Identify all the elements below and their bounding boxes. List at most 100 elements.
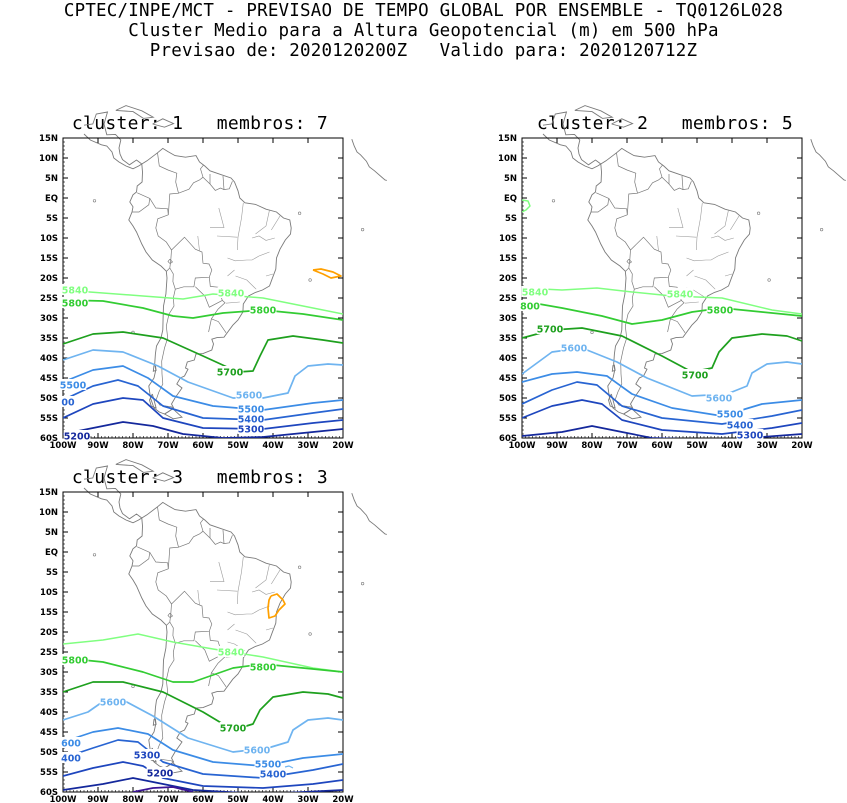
contour-label: 5840 <box>62 286 89 297</box>
contour-label: 5600 <box>561 344 588 355</box>
contour-label-bg <box>521 286 549 297</box>
state-border <box>694 275 716 290</box>
state-border <box>724 273 733 277</box>
contour-label-bg <box>59 379 87 390</box>
contour-label-bg <box>60 396 76 407</box>
state-border <box>225 301 240 304</box>
lake <box>167 258 174 265</box>
lon-label: 70W <box>616 441 638 451</box>
lat-label: 5S <box>505 214 517 224</box>
lat-label: 40S <box>40 354 58 364</box>
lat-label: 15N <box>39 488 58 498</box>
country-border <box>132 192 151 213</box>
contour-label: 5700 <box>537 325 564 336</box>
island <box>574 105 614 119</box>
state-border <box>235 275 257 290</box>
contour-line <box>522 425 802 438</box>
contour-label: 5400 <box>260 770 287 781</box>
contour-label: 400 <box>61 754 81 765</box>
state-border <box>686 269 694 277</box>
island <box>298 211 302 215</box>
contour-line <box>284 765 294 769</box>
contour-line <box>63 657 343 683</box>
contour-label-bg <box>63 430 91 441</box>
contour-label-bg <box>237 413 265 424</box>
contour-label: 5300 <box>238 425 265 436</box>
state-border <box>255 563 270 589</box>
contour-label: 5840 <box>667 290 694 301</box>
contour-label-bg <box>133 749 161 760</box>
contour-label: 5800 <box>62 656 89 667</box>
lat-label: 5S <box>46 568 58 578</box>
contour-line <box>63 397 343 430</box>
lon-label: 50W <box>227 795 249 803</box>
island <box>152 718 157 726</box>
state-border <box>227 251 270 262</box>
island <box>152 118 175 128</box>
state-border <box>265 273 274 277</box>
contour-label-bg <box>705 392 733 403</box>
lon-label: 80W <box>581 441 603 451</box>
lon-label: 20W <box>332 441 354 451</box>
state-border <box>216 589 238 592</box>
lon-label: 70W <box>157 441 179 451</box>
contour-label-bg <box>536 323 564 334</box>
contour-label-bg <box>146 767 174 778</box>
state-border <box>227 269 235 277</box>
country-border <box>670 318 686 333</box>
lat-label: 40S <box>499 354 517 364</box>
contour-line <box>63 299 343 321</box>
lat-label: 20S <box>40 274 58 284</box>
island <box>308 632 312 636</box>
contour-line <box>63 421 343 438</box>
map-panel-cluster-3: cluster: 3 membros: 3 15N 10N 5N EQ 5S 10S 15S… <box>0 354 400 803</box>
lon-label: 60W <box>651 441 673 451</box>
lon-label: 100W <box>508 441 536 451</box>
contour-label: 5600 <box>100 698 127 709</box>
lon-label: 30W <box>297 441 319 451</box>
country-border <box>208 300 226 333</box>
country-border <box>155 568 172 626</box>
coastline <box>351 493 387 535</box>
panel-title: cluster: 1 membros: 7 <box>71 113 329 134</box>
lon-label: 90W <box>546 441 568 451</box>
state-border <box>210 561 225 582</box>
lon-label: 30W <box>297 795 319 803</box>
state-border <box>696 202 703 251</box>
island <box>767 278 771 282</box>
contour-line <box>312 268 342 279</box>
map-plot: 15N 10N 5N EQ 5S 10S 15S 20S 25S 30S 35S 40S 45S 50S 5… <box>498 105 846 451</box>
lon-label: 70W <box>157 795 179 803</box>
island <box>551 199 556 203</box>
lon-label: 40W <box>262 795 284 803</box>
country-border <box>178 518 204 548</box>
lat-label: 15S <box>40 608 58 618</box>
lon-label: 100W <box>49 795 77 803</box>
lat-label: 35S <box>40 334 58 344</box>
lat-label: 35S <box>40 688 58 698</box>
figure-title-line2: Cluster Medio para a Altura Geopotencial… <box>128 21 719 41</box>
island <box>92 553 97 557</box>
contour-label: 5600 <box>244 746 271 757</box>
coastline <box>542 111 602 166</box>
contour-label-bg <box>259 768 287 779</box>
contour-label: 5300 <box>737 431 764 442</box>
island <box>611 364 616 372</box>
country-border <box>637 164 663 194</box>
contour-label: 5600 <box>236 391 263 402</box>
contour-label-bg <box>560 342 588 353</box>
contour-label: 5700 <box>220 724 247 735</box>
contour-label: 5500 <box>255 760 282 771</box>
coastline <box>83 111 143 166</box>
lat-label: 30S <box>40 668 58 678</box>
lat-label: 45S <box>40 728 58 738</box>
state-border <box>686 251 729 262</box>
country-border <box>157 506 179 569</box>
contour-label: 00 <box>61 398 75 409</box>
lat-label: EQ <box>45 194 58 204</box>
coastline <box>542 133 602 170</box>
island <box>115 105 155 119</box>
state-border <box>714 209 729 235</box>
panel-title: cluster: 3 membros: 3 <box>71 467 329 488</box>
contour-label: 5400 <box>727 421 754 432</box>
